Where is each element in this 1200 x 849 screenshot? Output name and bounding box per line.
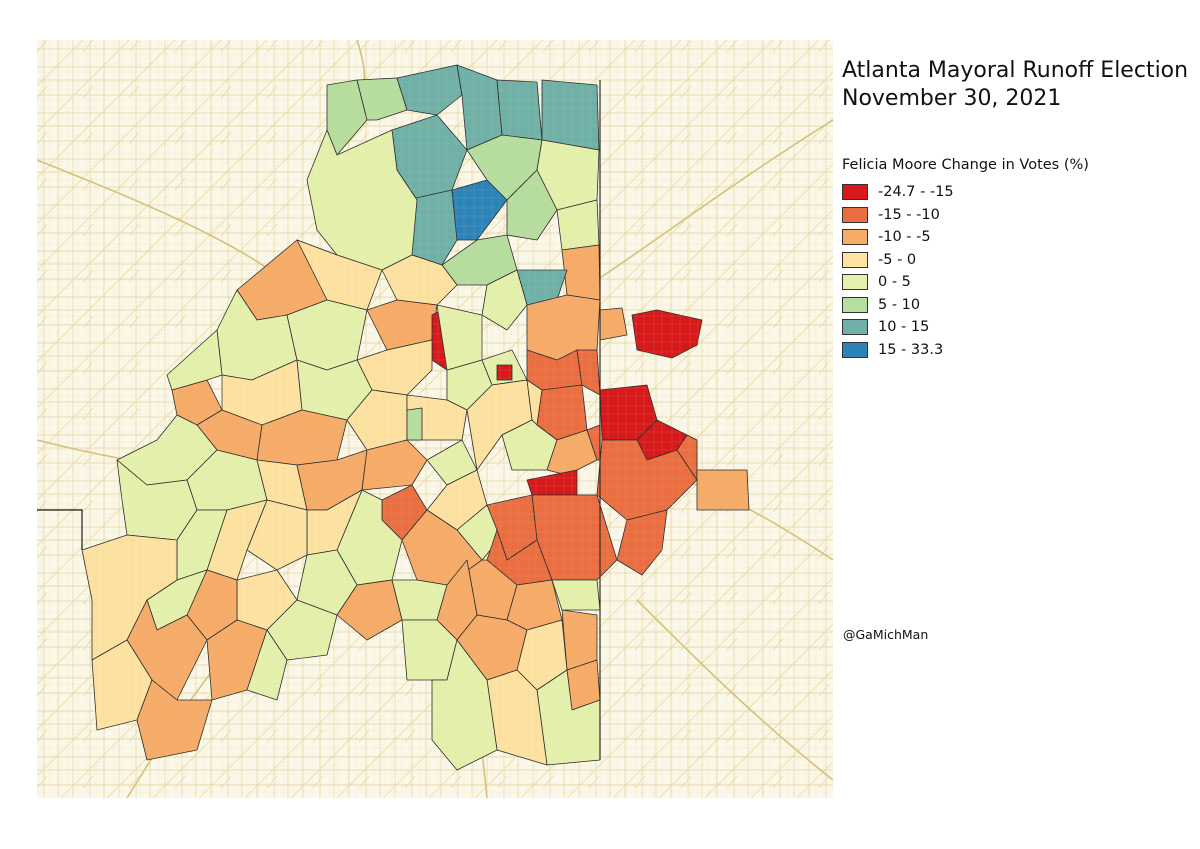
legend-swatch (842, 274, 868, 291)
legend-swatch (842, 319, 868, 336)
choropleth-map (37, 40, 833, 798)
legend-label: 0 - 5 (878, 274, 911, 291)
legend-swatch (842, 206, 868, 223)
legend-item: 10 - 15 (842, 316, 1089, 339)
author-credit: @GaMichMan (843, 627, 929, 642)
legend-item: -10 - -5 (842, 226, 1089, 249)
legend-item: 5 - 10 (842, 294, 1089, 317)
legend-swatch (842, 229, 868, 246)
street-overlay (37, 40, 833, 798)
legend-label: 10 - 15 (878, 319, 930, 336)
legend-swatch (842, 251, 868, 268)
legend-swatch (842, 184, 868, 201)
legend: Felicia Moore Change in Votes (%) -24.7 … (842, 157, 1089, 361)
title-line-1: Atlanta Mayoral Runoff Election (842, 58, 1189, 83)
legend-rows: -24.7 - -15 -15 - -10 -10 - -5 -5 - 0 0 - 5 5… (842, 181, 1089, 361)
legend-label: 5 - 10 (878, 296, 921, 313)
legend-title: Felicia Moore Change in Votes (%) (842, 157, 1089, 173)
legend-label: -15 - -10 (878, 206, 940, 223)
legend-item: 0 - 5 (842, 271, 1089, 294)
legend-item: -5 - 0 (842, 249, 1089, 272)
legend-swatch (842, 341, 868, 358)
title-line-2: November 30, 2021 (842, 86, 1062, 111)
legend-label: -5 - 0 (878, 251, 917, 268)
legend-swatch (842, 296, 868, 313)
map-title: Atlanta Mayoral Runoff Election November… (842, 57, 1188, 113)
legend-item: -24.7 - -15 (842, 181, 1089, 204)
legend-label: 15 - 33.3 (878, 341, 944, 358)
legend-label: -24.7 - -15 (878, 184, 954, 201)
legend-item: -15 - -10 (842, 204, 1089, 227)
legend-label: -10 - -5 (878, 229, 931, 246)
legend-item: 15 - 33.3 (842, 339, 1089, 362)
